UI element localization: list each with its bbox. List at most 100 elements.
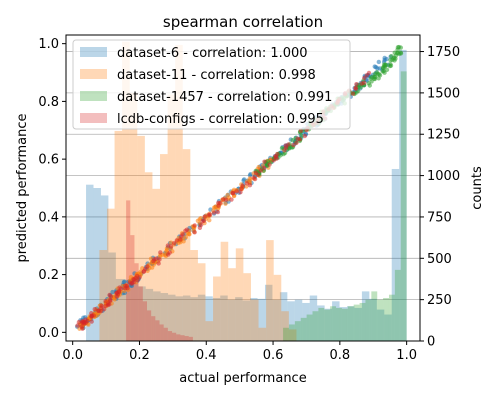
scatter-point	[107, 302, 112, 307]
histogram-bar	[188, 336, 193, 341]
scatter-point	[234, 189, 239, 194]
histogram-bar	[163, 327, 168, 341]
scatter-point	[122, 286, 128, 291]
histogram-bar	[182, 149, 191, 341]
scatter-point	[302, 133, 308, 139]
scatter-point	[207, 217, 212, 223]
histogram-bar	[172, 332, 177, 341]
scatter-point	[247, 176, 253, 181]
histogram-bar	[197, 263, 206, 341]
y2-tick-label: 1750	[427, 45, 460, 60]
histogram-bar	[377, 299, 384, 341]
scatter-point	[79, 324, 84, 329]
histogram-bar	[228, 268, 236, 341]
scatter-point	[376, 72, 382, 77]
scatter-point	[383, 62, 388, 67]
scatter-point	[223, 197, 229, 202]
y-tick-label: 0.4	[38, 210, 59, 225]
scatter-point	[267, 162, 272, 167]
scatter-point	[207, 212, 213, 217]
scatter-point	[118, 286, 124, 291]
histogram-layer	[86, 41, 407, 342]
histogram-bar	[264, 284, 273, 341]
scatter-point	[373, 64, 379, 70]
histogram-bar	[159, 324, 164, 341]
tick-layer: 0.0 0.2 0.4 0.6 0.8 1.0 0.0 0.2 0.4 0.6 0.8 1.0 0 250…	[38, 37, 460, 363]
histogram-bar	[190, 297, 198, 341]
scatter-point	[158, 250, 163, 255]
histogram-bar	[142, 301, 147, 341]
scatter-point	[359, 81, 364, 86]
scatter-point	[238, 189, 243, 195]
histogram-bar	[361, 291, 370, 341]
histogram-bar	[126, 200, 131, 341]
scatter-point	[89, 311, 94, 316]
histogram-bar	[235, 248, 244, 341]
histogram-bar	[330, 306, 337, 341]
histogram-bar	[122, 41, 130, 342]
x-tick-label: 0.0	[62, 348, 83, 363]
histogram-bar	[306, 314, 313, 341]
scatter-point	[85, 318, 90, 324]
scatter-point	[145, 264, 150, 269]
scatter-point	[218, 200, 223, 206]
scatter-point	[98, 308, 104, 314]
histogram-bar	[383, 297, 389, 341]
histogram-bar	[250, 297, 258, 341]
y2-tick-label: 750	[427, 210, 452, 225]
plot-frame	[65, 34, 421, 342]
y2-tick-label: 1250	[427, 128, 460, 143]
scatter-point	[398, 45, 404, 50]
histogram-bar	[151, 316, 156, 341]
scatter-point	[129, 280, 135, 286]
scatter-point	[215, 209, 221, 215]
scatter-point	[388, 61, 393, 67]
histogram-bar	[115, 278, 124, 341]
histogram-bar	[354, 307, 362, 341]
chart-title: spearman correlation	[163, 13, 323, 31]
scatter-point	[168, 244, 174, 249]
scatter-point	[223, 201, 228, 206]
x-tick-label: 0.4	[196, 348, 217, 363]
histogram-bar	[130, 235, 135, 341]
histogram-bar	[281, 311, 289, 341]
histogram-bar	[294, 299, 303, 341]
histogram-bar	[137, 135, 145, 341]
histogram-bar	[324, 309, 331, 341]
histogram-bar	[346, 306, 355, 341]
scatter-point	[354, 81, 359, 87]
scatter-point	[171, 241, 177, 246]
histogram-bar	[205, 321, 214, 341]
scatter-point	[252, 176, 258, 182]
scatter-point	[291, 142, 296, 148]
histogram-bar	[399, 49, 407, 342]
scatter-point	[261, 165, 267, 171]
legend-label-dataset-6: dataset-6 - correlation: 1.000	[117, 46, 308, 61]
scatter-point	[184, 227, 190, 232]
histogram-bar	[339, 307, 347, 341]
histogram-bar	[279, 292, 288, 341]
y-tick-label: 0.6	[38, 153, 59, 168]
scatter-point	[398, 50, 403, 55]
histogram-bar	[317, 305, 325, 341]
histogram-bar	[167, 94, 176, 341]
y2-tick-label: 250	[427, 293, 452, 308]
histogram-bar	[86, 184, 94, 341]
scatter-point	[366, 70, 372, 76]
histogram-bar	[258, 327, 267, 341]
histogram-bar	[145, 288, 154, 341]
histogram-bar	[130, 283, 139, 341]
scatter-point	[75, 323, 80, 328]
scatter-point	[297, 137, 303, 142]
histogram-bar	[123, 279, 131, 341]
x-tick-label: 1.0	[396, 348, 417, 363]
histogram-bar	[138, 286, 146, 341]
histogram-bar	[184, 336, 189, 341]
scatter-point	[384, 67, 390, 73]
legend-label-dataset-11: dataset-11 - correlation: 0.998	[117, 68, 316, 83]
histogram-bar	[100, 195, 109, 341]
y2-tick-label: 500	[427, 252, 452, 267]
histogram-bar	[182, 295, 191, 341]
histogram-bar	[302, 302, 310, 341]
y2-tick-label: 0	[427, 335, 435, 350]
